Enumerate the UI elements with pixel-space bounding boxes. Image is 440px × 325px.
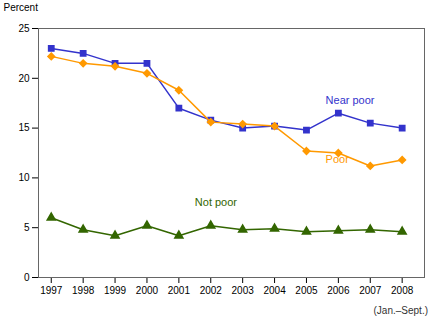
svg-text:1999: 1999 (104, 285, 127, 296)
svg-text:5: 5 (24, 222, 30, 233)
svg-text:Near poor: Near poor (326, 94, 375, 106)
svg-text:1998: 1998 (72, 285, 95, 296)
svg-text:10: 10 (18, 172, 30, 183)
svg-text:0: 0 (24, 272, 30, 283)
svg-text:Percent: Percent (4, 2, 39, 13)
html-text:(Jan.–Sept.): (Jan.–Sept.) (373, 305, 428, 316)
svg-text:2004: 2004 (263, 285, 286, 296)
svg-text:2006: 2006 (327, 285, 350, 296)
svg-text:1997: 1997 (40, 285, 63, 296)
svg-text:2005: 2005 (295, 285, 318, 296)
svg-text:25: 25 (18, 23, 30, 34)
svg-text:2008: 2008 (391, 285, 414, 296)
svg-text:20: 20 (18, 73, 30, 84)
svg-text:2007: 2007 (359, 285, 382, 296)
svg-text:Poor: Poor (326, 153, 350, 165)
svg-text:Not poor: Not poor (195, 196, 238, 208)
svg-text:2002: 2002 (200, 285, 223, 296)
svg-text:15: 15 (18, 122, 30, 133)
svg-text:2000: 2000 (136, 285, 159, 296)
svg-text:2003: 2003 (232, 285, 255, 296)
svg-text:2001: 2001 (168, 285, 191, 296)
